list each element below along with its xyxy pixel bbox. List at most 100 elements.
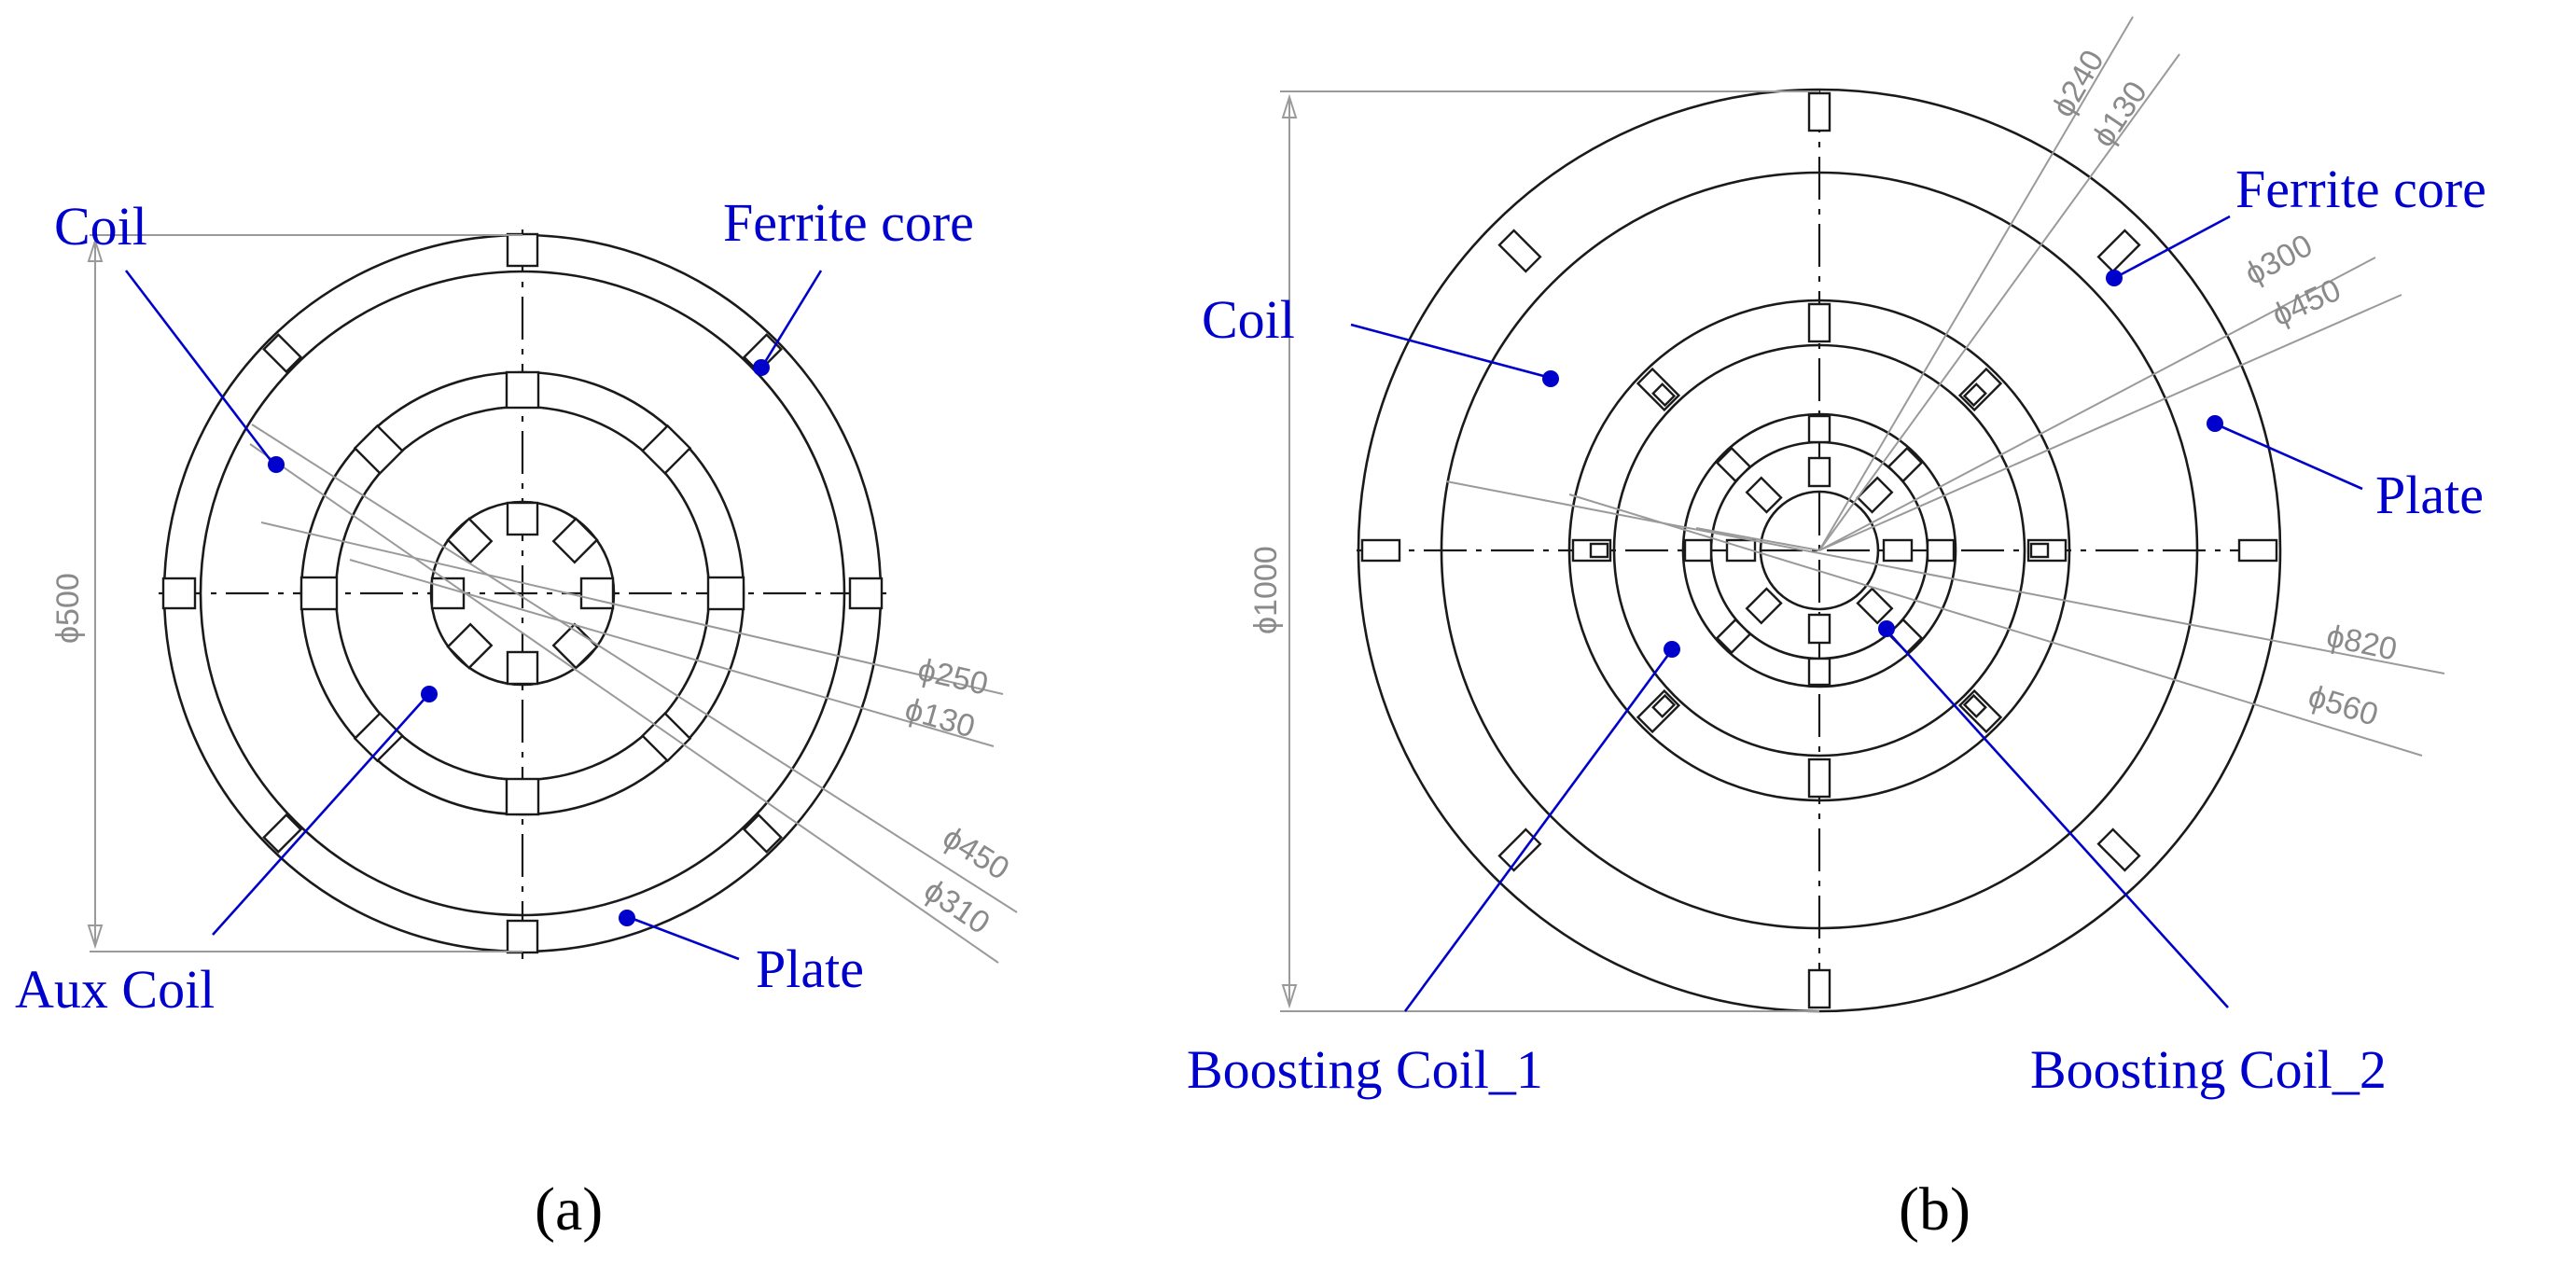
a-ferrite-core-0-2 — [161, 577, 197, 610]
leader-d560-b — [1568, 493, 2423, 757]
b-ferrite-core-3-0 — [1962, 693, 1987, 718]
marker-boosting-coil-1-b — [1664, 641, 1680, 658]
leader-d130-a — [349, 559, 995, 747]
leader-coil-a — [124, 270, 274, 464]
b-ferrite-core-0-0 — [2237, 538, 2278, 563]
label-plate-a: Plate — [756, 938, 864, 999]
label-coil-a: Coil — [54, 196, 147, 257]
panel-b: Coil Ferrite core Plate Boosting Coil_1 … — [1187, 16, 2486, 1244]
dim-d250-a: ϕ250 — [914, 652, 991, 702]
a-ferrite-core-3-0 — [579, 577, 615, 610]
panel-b-labels: Coil Ferrite core Plate Boosting Coil_1 … — [1187, 159, 2486, 1100]
label-plate-b: Plate — [2375, 465, 2484, 525]
b-ferrite-core-3-5 — [1589, 542, 1609, 559]
dim-d130-a: ϕ130 — [901, 691, 979, 744]
b-ferrite-core-4-4 — [1683, 538, 1713, 563]
dimension-lines-a — [87, 234, 1018, 964]
leader-ferrite-core-a — [763, 270, 823, 363]
b-ferrite-core-3-2 — [1651, 382, 1677, 408]
leader-d820-b — [1445, 480, 2445, 674]
dim-d560-b: ϕ560 — [2304, 678, 2383, 732]
leader-d130-b — [1818, 53, 2180, 551]
b-ferrite-core-1-3 — [2096, 229, 2141, 273]
label-coil-b: Coil — [1202, 289, 1295, 350]
leader-d450-b — [1818, 294, 2402, 551]
leader-inner-left-b — [1695, 527, 1820, 551]
leader-boosting-coil-1-b — [1403, 654, 1670, 1012]
b-ferrite-core-0-3 — [1807, 91, 1831, 132]
a-ferrite-core-3-5 — [446, 517, 494, 564]
a-ferrite-core-3-2 — [506, 650, 539, 686]
marker-aux-coil-a — [421, 686, 438, 702]
leader-d300-b — [1818, 257, 2376, 551]
label-ferrite-core-a: Ferrite core — [723, 192, 974, 253]
b-ferrite-core-4-5 — [1715, 446, 1752, 483]
marker-coil-b — [1542, 370, 1559, 387]
leader-d250-a — [260, 521, 1004, 695]
b-ferrite-core-4-7 — [1887, 446, 1924, 483]
a-ferrite-core-2-6 — [505, 370, 540, 410]
panel-a-dimension-text: ϕ500 ϕ250 ϕ130 ϕ450 ϕ310 — [50, 573, 1015, 941]
a-ferrite-core-3-3 — [446, 622, 494, 670]
leader-coil-b — [1350, 323, 1548, 379]
leader-d310-a — [249, 443, 999, 964]
b-ferrite-core-5-7 — [1856, 476, 1894, 514]
b-ferrite-core-5-1 — [1856, 587, 1894, 625]
marker-plate-b — [2207, 415, 2223, 432]
ferrite-cores-b — [1360, 91, 2278, 1009]
b-ferrite-core-5-6 — [1807, 456, 1831, 488]
b-ferrite-core-0-2 — [1360, 538, 1401, 563]
b-ferrite-core-2-2 — [1807, 758, 1831, 799]
dim-arrowhead-bottom-b — [1281, 984, 1298, 1009]
b-ferrite-core-1-0 — [2096, 827, 2141, 872]
dimension-lines-b — [1280, 16, 2445, 1012]
a-ferrite-core-1-3 — [742, 333, 783, 374]
a-ferrite-core-3-1 — [551, 622, 599, 670]
a-ferrite-core-0-3 — [506, 232, 539, 268]
a-ferrite-core-2-4 — [299, 576, 339, 611]
marker-coil-a — [268, 456, 285, 473]
b-ferrite-core-1-2 — [1497, 229, 1542, 273]
b-ferrite-core-3-4 — [2029, 542, 2050, 559]
marker-boosting-coil-2-b — [1878, 620, 1895, 637]
b-ferrite-core-4-3 — [1715, 618, 1752, 655]
panel-b-geometry — [1280, 16, 2445, 1013]
a-ferrite-core-1-1 — [262, 813, 303, 854]
label-boosting-coil-1-b: Boosting Coil_1 — [1187, 1039, 1543, 1100]
leader-aux-coil-a — [212, 697, 426, 936]
b-ferrite-core-3-3 — [1962, 382, 1987, 408]
a-ferrite-core-3-4 — [430, 577, 466, 610]
b-ferrite-core-2-6 — [1807, 302, 1831, 343]
marker-plate-a — [619, 910, 635, 926]
dim-d820-b: ϕ820 — [2323, 619, 2400, 668]
a-ferrite-core-2-0 — [706, 576, 745, 611]
a-ferrite-core-0-0 — [848, 577, 884, 610]
dim-d310-a: ϕ310 — [918, 872, 996, 941]
b-ferrite-core-5-0 — [1882, 538, 1914, 563]
a-ferrite-core-0-1 — [506, 919, 539, 954]
leader-d240-b — [1818, 16, 2134, 551]
a-ferrite-core-1-2 — [262, 333, 303, 374]
dim-d300-b: ϕ300 — [2239, 228, 2318, 292]
b-ferrite-core-5-3 — [1745, 587, 1783, 625]
panel-a-geometry — [87, 229, 1018, 964]
dim-arrowhead-top-b — [1281, 93, 1298, 118]
leader-plate-b — [2218, 424, 2363, 491]
a-ferrite-core-2-2 — [505, 777, 540, 816]
a-ferrite-core-2-3 — [353, 711, 405, 763]
b-ferrite-core-0-1 — [1807, 968, 1831, 1009]
label-aux-coil-a: Aux Coil — [15, 959, 215, 1020]
leader-boosting-coil-2-b — [1889, 633, 2229, 1008]
label-boosting-coil-2-b: Boosting Coil_2 — [2030, 1039, 2387, 1100]
caption-b: (b) — [1899, 1175, 1970, 1244]
dim-overall-a: ϕ500 — [50, 573, 86, 644]
leader-ferrite-core-b — [2117, 215, 2231, 278]
b-ferrite-core-4-0 — [1926, 538, 1956, 563]
b-ferrite-core-3-1 — [1651, 693, 1677, 718]
a-ferrite-core-3-6 — [506, 501, 539, 536]
marker-ferrite-core-a — [753, 359, 770, 376]
a-ferrite-core-2-5 — [353, 424, 405, 476]
marker-ferrite-core-b — [2106, 270, 2123, 286]
